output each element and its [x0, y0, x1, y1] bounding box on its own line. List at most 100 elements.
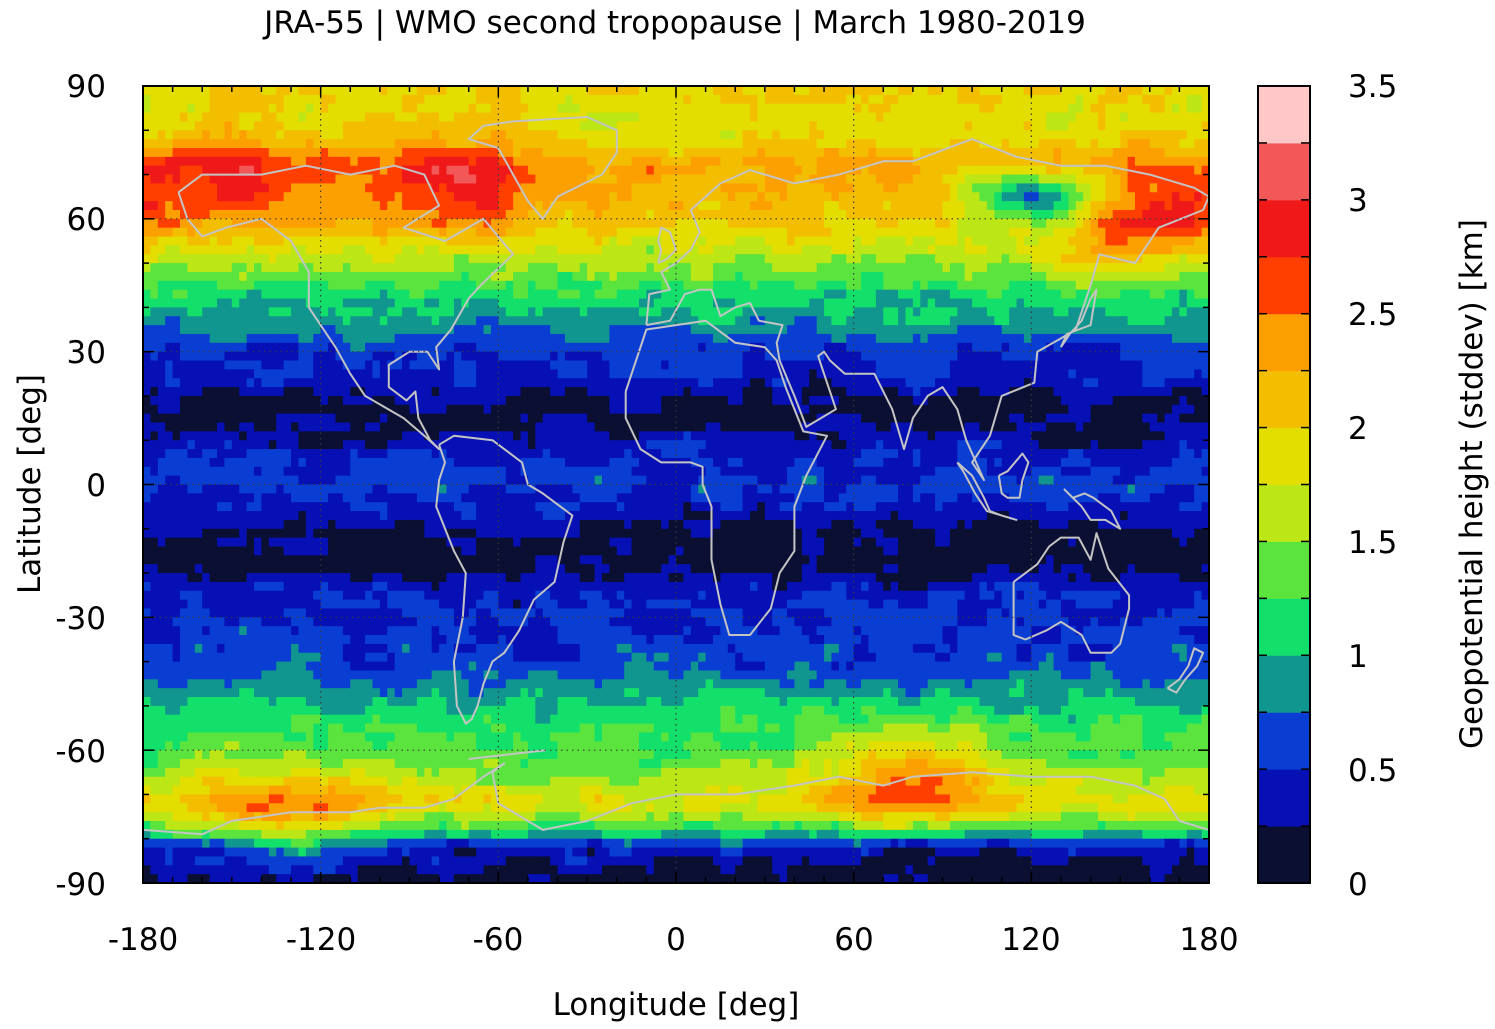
heatmap-cell: [268, 342, 277, 353]
heatmap-cell: [1083, 342, 1092, 353]
heatmap-cell: [831, 183, 840, 193]
heatmap-cell: [653, 254, 662, 264]
heatmap-cell: [409, 333, 418, 344]
heatmap-cell: [202, 289, 211, 300]
heatmap-cell: [787, 209, 796, 220]
heatmap-cell: [461, 387, 470, 397]
heatmap-cell: [1083, 183, 1092, 193]
heatmap-cell: [653, 227, 662, 238]
heatmap-cell: [772, 156, 781, 167]
heatmap-cell: [1105, 94, 1114, 105]
heatmap-cell: [1038, 94, 1047, 105]
heatmap-cell: [461, 156, 470, 167]
heatmap-cell: [1134, 271, 1143, 282]
heatmap-cell: [431, 307, 440, 317]
heatmap-cell: [468, 147, 477, 158]
heatmap-cell: [920, 227, 929, 238]
heatmap-cell: [883, 378, 892, 388]
heatmap-cell: [564, 271, 573, 282]
heatmap-cell: [224, 271, 233, 282]
heatmap-cell: [920, 263, 929, 273]
heatmap-cell: [846, 387, 855, 397]
heatmap-cell: [742, 183, 751, 193]
heatmap-cell: [1142, 333, 1151, 344]
heatmap-cell: [1171, 245, 1180, 255]
heatmap-cell: [157, 307, 166, 317]
heatmap-cell: [1009, 183, 1018, 193]
heatmap-cell: [557, 236, 566, 246]
heatmap-cell: [698, 227, 707, 238]
heatmap-cell: [898, 271, 907, 282]
heatmap-cell: [335, 94, 344, 105]
heatmap-cell: [661, 192, 670, 202]
heatmap-cell: [1142, 86, 1151, 96]
heatmap-cell: [861, 209, 870, 220]
heatmap-cell: [209, 121, 218, 131]
heatmap-cell: [1201, 342, 1209, 353]
heatmap-cell: [727, 271, 736, 282]
heatmap-cell: [194, 271, 203, 282]
heatmap-cell: [638, 289, 647, 300]
heatmap-cell: [461, 369, 470, 379]
heatmap-cell: [883, 227, 892, 238]
heatmap-cell: [601, 209, 610, 220]
heatmap-cell: [513, 369, 522, 379]
heatmap-cell: [394, 289, 403, 300]
heatmap-cell: [1038, 378, 1047, 388]
heatmap-cell: [831, 86, 840, 96]
heatmap-cell: [150, 147, 159, 158]
heatmap-cell: [861, 280, 870, 291]
heatmap-cell: [342, 369, 351, 379]
heatmap-cell: [372, 165, 381, 176]
heatmap-cell: [816, 94, 825, 105]
heatmap-cell: [224, 307, 233, 317]
heatmap-cell: [298, 360, 307, 370]
heatmap-cell: [653, 139, 662, 149]
heatmap-cell: [328, 298, 337, 308]
heatmap-cell: [1046, 112, 1055, 123]
heatmap-cell: [305, 263, 314, 273]
heatmap-cell: [787, 183, 796, 193]
heatmap-cell: [1046, 130, 1055, 140]
heatmap-cell: [202, 165, 211, 176]
heatmap-cell: [676, 112, 684, 123]
heatmap-cell: [239, 263, 248, 273]
heatmap-cell: [705, 94, 714, 105]
heatmap-cell: [357, 378, 366, 388]
heatmap-cell: [172, 316, 181, 326]
heatmap-cell: [572, 156, 581, 167]
heatmap-cell: [505, 387, 514, 397]
heatmap-cell: [1149, 174, 1158, 185]
heatmap-cell: [453, 360, 462, 370]
heatmap-cell: [335, 378, 344, 388]
heatmap-cell: [638, 183, 647, 193]
heatmap-cell: [764, 289, 773, 300]
heatmap-cell: [424, 94, 433, 105]
heatmap-cell: [209, 307, 218, 317]
heatmap-cell: [520, 236, 529, 246]
heatmap-cell: [1194, 174, 1203, 185]
heatmap-cell: [194, 183, 203, 193]
heatmap-cell: [291, 121, 300, 131]
heatmap-cell: [809, 130, 818, 140]
heatmap-cell: [801, 112, 810, 123]
heatmap-cell: [609, 165, 618, 176]
heatmap-cell: [209, 183, 218, 193]
heatmap-cell: [194, 360, 203, 370]
heatmap-cell: [616, 86, 625, 96]
heatmap-cell: [794, 201, 803, 211]
heatmap-cell: [609, 201, 618, 211]
heatmap-cell: [1009, 227, 1018, 238]
heatmap-cell: [646, 351, 655, 362]
heatmap-cell: [483, 387, 492, 397]
heatmap-cell: [735, 86, 744, 96]
heatmap-cell: [698, 236, 707, 246]
heatmap-cell: [853, 263, 862, 273]
heatmap-cell: [579, 86, 588, 96]
heatmap-cell: [313, 94, 322, 105]
heatmap-cell: [342, 165, 351, 176]
heatmap-cell: [1201, 316, 1209, 326]
heatmap-cell: [468, 333, 477, 344]
heatmap-cell: [1134, 289, 1143, 300]
heatmap-cell: [1090, 94, 1099, 105]
